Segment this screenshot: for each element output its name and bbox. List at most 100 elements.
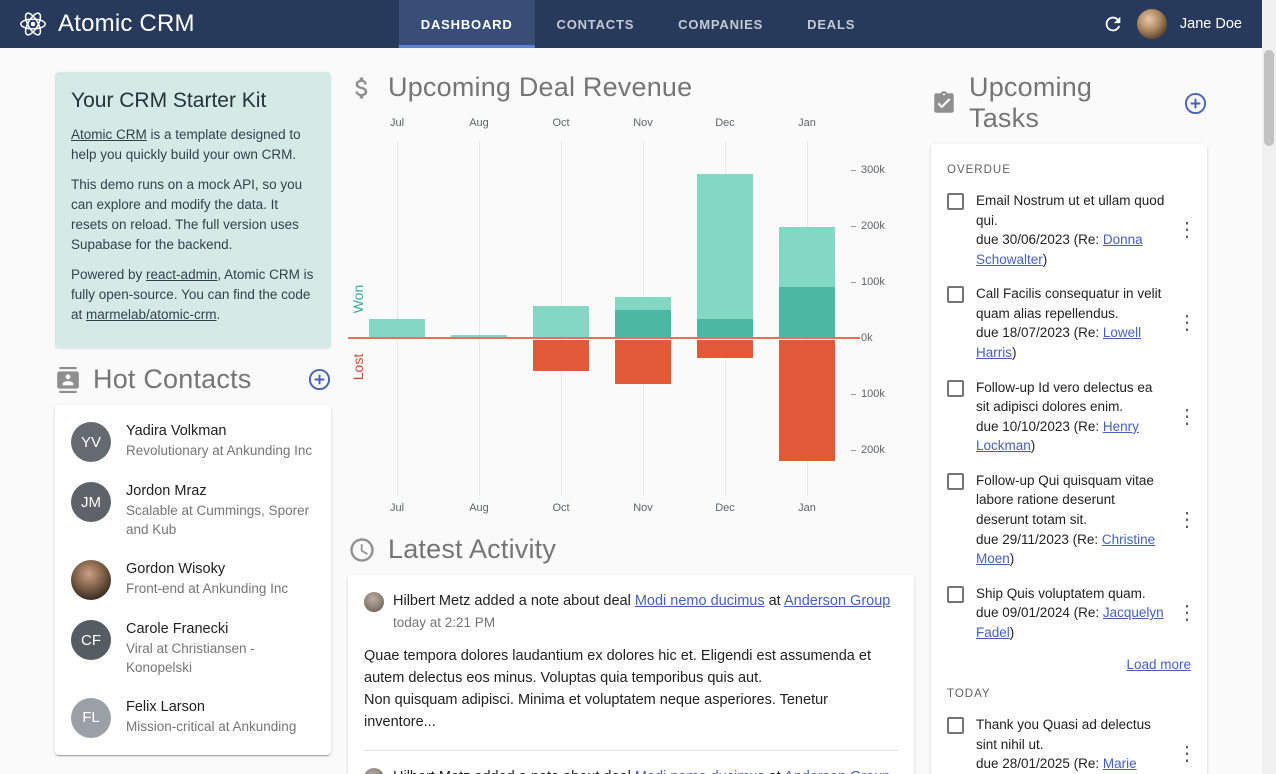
won-axis-label: Won	[350, 269, 366, 329]
inline-link[interactable]: Atomic CRM	[71, 127, 147, 142]
tick-label: 200k	[861, 220, 885, 232]
kebab-menu-icon[interactable]: ⋮	[1177, 510, 1191, 530]
bar-lost[interactable]	[697, 340, 753, 358]
refresh-icon[interactable]	[1102, 13, 1124, 35]
contact-info: Felix LarsonMission-critical at Ankundin…	[126, 698, 296, 737]
bar-won-dark[interactable]	[615, 310, 671, 338]
axis-tick-label: Nov	[633, 117, 653, 129]
starter-paragraph: This demo runs on a mock API, so you can…	[71, 175, 315, 256]
text-segment: at	[765, 769, 784, 774]
header-actions: Jane Doe	[1102, 9, 1276, 39]
contact-list-item[interactable]: CFCarole FraneckiViral at Christiansen -…	[55, 610, 331, 688]
scrollbar-thumb[interactable]	[1264, 50, 1274, 146]
contact-list-item[interactable]: JMJordon MrazScalable at Cummings, Spore…	[55, 472, 331, 550]
avatar-initials: YV	[71, 422, 111, 462]
task-checkbox[interactable]	[947, 717, 964, 734]
avatar-initials: FL	[71, 698, 111, 738]
kebab-menu-icon[interactable]: ⋮	[1177, 313, 1191, 333]
chart-plot-area: 300k200k100k0k100k200k	[348, 141, 848, 496]
bar-lost[interactable]	[615, 340, 671, 384]
tick-mark	[851, 282, 856, 283]
activity-timestamp: today at 2:21 PM	[393, 615, 890, 630]
app-logo[interactable]: Atomic CRM	[0, 9, 195, 39]
task-checkbox[interactable]	[947, 286, 964, 303]
task-content: Email Nostrum ut et ullam quod qui.due 3…	[976, 191, 1165, 269]
deal-revenue-header: Upcoming Deal Revenue	[348, 72, 914, 103]
contact-name: Gordon Wisoky	[126, 560, 288, 577]
inline-link[interactable]: Modi nemo ducimus	[635, 769, 765, 774]
inline-link[interactable]: marmelab/atomic-crm	[86, 307, 217, 322]
deal-revenue-title: Upcoming Deal Revenue	[388, 72, 692, 103]
inline-link[interactable]: Anderson Group	[784, 769, 890, 774]
kebab-menu-icon[interactable]: ⋮	[1177, 603, 1191, 623]
starter-kit-text: Atomic CRM is a template designed to hel…	[71, 125, 315, 325]
axis-tick-label: Oct	[552, 117, 569, 129]
tab-deals[interactable]: DEALS	[785, 0, 877, 48]
text-segment: )	[1010, 625, 1015, 640]
text-segment: due 30/06/2023 (Re:	[976, 232, 1103, 247]
text-segment: added a note about deal	[470, 593, 634, 609]
bar-won-dark[interactable]	[779, 287, 835, 338]
task-group-label: OVERDUE	[947, 164, 1191, 176]
text-segment: due 10/10/2023 (Re:	[976, 419, 1103, 434]
contact-list-item[interactable]: FL Felix LarsonMission-critical at Ankund…	[55, 688, 331, 748]
task-item: Thank you Quasi ad delectus sint nihil u…	[947, 715, 1191, 774]
starter-kit-title: Your CRM Starter Kit	[71, 89, 315, 113]
contact-info: Yadira VolkmanRevolutionary at Ankunding…	[126, 422, 312, 461]
axis-tick-label: Aug	[469, 117, 489, 129]
contact-list-item[interactable]: Gordon WisokyFront-end at Ankunding Inc	[55, 550, 331, 610]
load-more-link[interactable]: Load more	[947, 657, 1191, 672]
tab-companies[interactable]: COMPANIES	[656, 0, 785, 48]
bar-lost[interactable]	[533, 340, 589, 371]
contact-role: Mission-critical at Ankunding	[126, 718, 296, 737]
tab-contacts[interactable]: CONTACTS	[535, 0, 657, 48]
text-segment: )	[1043, 252, 1048, 267]
axis-tick-label: Jan	[798, 117, 816, 129]
task-checkbox[interactable]	[947, 586, 964, 603]
add-task-icon[interactable]	[1184, 92, 1207, 115]
contact-info: Gordon WisokyFront-end at Ankunding Inc	[126, 560, 288, 599]
task-item: Follow-up Id vero delectus ea sit adipis…	[947, 378, 1191, 456]
axis-tick-label: Oct	[552, 502, 569, 514]
bar-won-light[interactable]	[615, 297, 671, 310]
text-segment: Hilbert Metz	[393, 769, 470, 774]
inline-link[interactable]: Modi nemo ducimus	[635, 593, 765, 609]
bar-won-light[interactable]	[697, 174, 753, 319]
contact-role: Viral at Christiansen - Konopelski	[126, 640, 315, 678]
bar-won-light[interactable]	[369, 319, 425, 338]
bar-lost[interactable]	[779, 340, 835, 461]
clipboard-check-icon	[931, 90, 957, 116]
task-checkbox[interactable]	[947, 193, 964, 210]
inline-link[interactable]: Anderson Group	[784, 593, 890, 609]
activity-note: Quae tempora dolores laudantium ex dolor…	[364, 645, 898, 733]
user-avatar[interactable]	[1137, 9, 1167, 39]
bar-won-light[interactable]	[779, 227, 835, 287]
text-segment: This demo runs on a mock API, so you can…	[71, 177, 302, 253]
divider	[364, 750, 898, 751]
tab-dashboard[interactable]: DASHBOARD	[399, 0, 535, 48]
text-segment: at	[765, 593, 784, 609]
task-due: due 29/11/2023 (Re: Christine Moen)	[976, 530, 1165, 569]
bar-won-light[interactable]	[533, 306, 589, 338]
tick-label: 100k	[861, 276, 885, 288]
add-contact-icon[interactable]	[308, 368, 331, 391]
bar-won-dark[interactable]	[697, 319, 753, 338]
avatar-photo	[364, 768, 384, 774]
kebab-menu-icon[interactable]: ⋮	[1177, 407, 1191, 427]
scrollbar[interactable]	[1262, 0, 1276, 774]
text-segment: .	[217, 307, 221, 322]
kebab-menu-icon[interactable]: ⋮	[1177, 744, 1191, 764]
task-checkbox[interactable]	[947, 380, 964, 397]
activity-body: Hilbert Metz added a note about deal Mod…	[393, 591, 890, 630]
contact-card-icon	[55, 367, 81, 393]
kebab-menu-icon[interactable]: ⋮	[1177, 220, 1191, 240]
y-axis-tick: 200k	[851, 219, 885, 233]
inline-link[interactable]: react-admin	[146, 267, 217, 282]
activity-header: Hilbert Metz added a note about deal Mod…	[393, 767, 890, 774]
task-text: Ship Quis voluptatem quam.	[976, 584, 1165, 604]
left-column: Your CRM Starter Kit Atomic CRM is a tem…	[55, 72, 331, 774]
tick-label: 200k	[861, 444, 885, 456]
contact-role: Scalable at Cummings, Sporer and Kub	[126, 502, 315, 540]
task-checkbox[interactable]	[947, 473, 964, 490]
contact-list-item[interactable]: YV Yadira VolkmanRevolutionary at Ankundi…	[55, 412, 331, 472]
